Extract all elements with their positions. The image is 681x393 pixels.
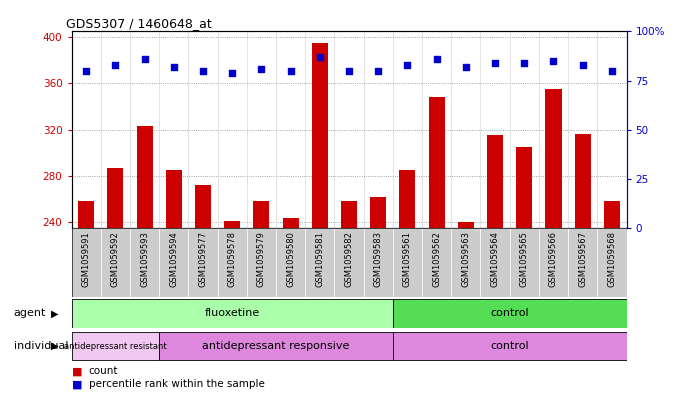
Bar — [481, 228, 509, 297]
Bar — [422, 228, 452, 297]
Point — [548, 58, 559, 64]
Text: GSM1059562: GSM1059562 — [432, 231, 441, 287]
Bar — [189, 228, 217, 297]
Bar — [575, 134, 590, 228]
Bar — [136, 126, 153, 228]
Point — [431, 56, 442, 62]
Bar — [224, 221, 240, 228]
Text: GSM1059564: GSM1059564 — [490, 231, 500, 287]
Bar — [334, 228, 364, 297]
Point — [139, 56, 150, 62]
Text: GSM1059566: GSM1059566 — [549, 231, 558, 287]
Point — [227, 70, 238, 76]
Text: GSM1059580: GSM1059580 — [286, 231, 295, 287]
Text: percentile rank within the sample: percentile rank within the sample — [89, 379, 264, 389]
Bar — [452, 228, 481, 297]
Point — [110, 62, 121, 68]
Text: GSM1059581: GSM1059581 — [315, 231, 324, 287]
Point — [577, 62, 588, 68]
Text: GSM1059579: GSM1059579 — [257, 231, 266, 287]
Text: ▶: ▶ — [50, 341, 59, 351]
Text: GSM1059565: GSM1059565 — [520, 231, 528, 287]
Bar — [217, 228, 247, 297]
Bar — [568, 228, 597, 297]
Bar — [247, 228, 276, 297]
Bar — [597, 228, 627, 297]
Text: fluoxetine: fluoxetine — [204, 309, 259, 318]
Text: control: control — [490, 341, 529, 351]
Bar — [159, 228, 189, 297]
Bar — [516, 147, 533, 228]
Point — [607, 68, 618, 74]
Bar — [312, 43, 328, 228]
Bar — [130, 228, 159, 297]
Bar — [399, 170, 415, 228]
Text: individual: individual — [14, 341, 68, 351]
Text: GSM1059592: GSM1059592 — [111, 231, 120, 287]
Point — [256, 66, 267, 72]
Bar — [509, 228, 539, 297]
Text: GSM1059568: GSM1059568 — [607, 231, 616, 287]
Point — [373, 68, 383, 74]
Point — [80, 68, 91, 74]
Point — [519, 60, 530, 66]
Point — [168, 64, 179, 70]
Bar — [78, 201, 94, 228]
Text: GSM1059563: GSM1059563 — [461, 231, 471, 287]
Bar — [364, 228, 393, 297]
Bar — [393, 299, 627, 328]
Text: GDS5307 / 1460648_at: GDS5307 / 1460648_at — [66, 17, 212, 30]
Bar — [604, 201, 620, 228]
Point — [315, 54, 326, 60]
Text: GSM1059561: GSM1059561 — [403, 231, 412, 287]
Bar — [393, 228, 422, 297]
Bar — [195, 185, 211, 228]
Text: ▶: ▶ — [50, 309, 59, 318]
Point — [285, 68, 296, 74]
Bar — [341, 201, 357, 228]
Bar — [487, 136, 503, 228]
Text: ■: ■ — [72, 379, 82, 389]
Bar — [72, 228, 101, 297]
Bar — [305, 228, 334, 297]
Text: GSM1059582: GSM1059582 — [345, 231, 353, 287]
Text: ■: ■ — [72, 366, 82, 376]
Text: GSM1059577: GSM1059577 — [198, 231, 208, 287]
Text: GSM1059594: GSM1059594 — [170, 231, 178, 287]
Bar — [253, 201, 270, 228]
Bar — [393, 332, 627, 360]
Bar — [159, 332, 393, 360]
Bar — [283, 218, 299, 228]
Point — [460, 64, 471, 70]
Point — [402, 62, 413, 68]
Bar — [72, 332, 159, 360]
Text: GSM1059583: GSM1059583 — [374, 231, 383, 287]
Text: GSM1059578: GSM1059578 — [227, 231, 237, 287]
Text: antidepressant responsive: antidepressant responsive — [202, 341, 349, 351]
Text: GSM1059591: GSM1059591 — [82, 231, 91, 287]
Text: agent: agent — [14, 309, 46, 318]
Text: antidepressant resistant: antidepressant resistant — [64, 342, 167, 351]
Point — [490, 60, 501, 66]
Text: control: control — [490, 309, 529, 318]
Text: GSM1059593: GSM1059593 — [140, 231, 149, 287]
Bar — [72, 299, 393, 328]
Bar — [458, 222, 474, 228]
Text: GSM1059567: GSM1059567 — [578, 231, 587, 287]
Point — [197, 68, 208, 74]
Bar — [539, 228, 568, 297]
Bar — [108, 168, 123, 228]
Bar — [276, 228, 305, 297]
Bar — [370, 197, 386, 228]
Point — [343, 68, 354, 74]
Bar — [101, 228, 130, 297]
Bar — [545, 89, 562, 228]
Text: count: count — [89, 366, 118, 376]
Bar — [165, 170, 182, 228]
Bar — [428, 97, 445, 228]
